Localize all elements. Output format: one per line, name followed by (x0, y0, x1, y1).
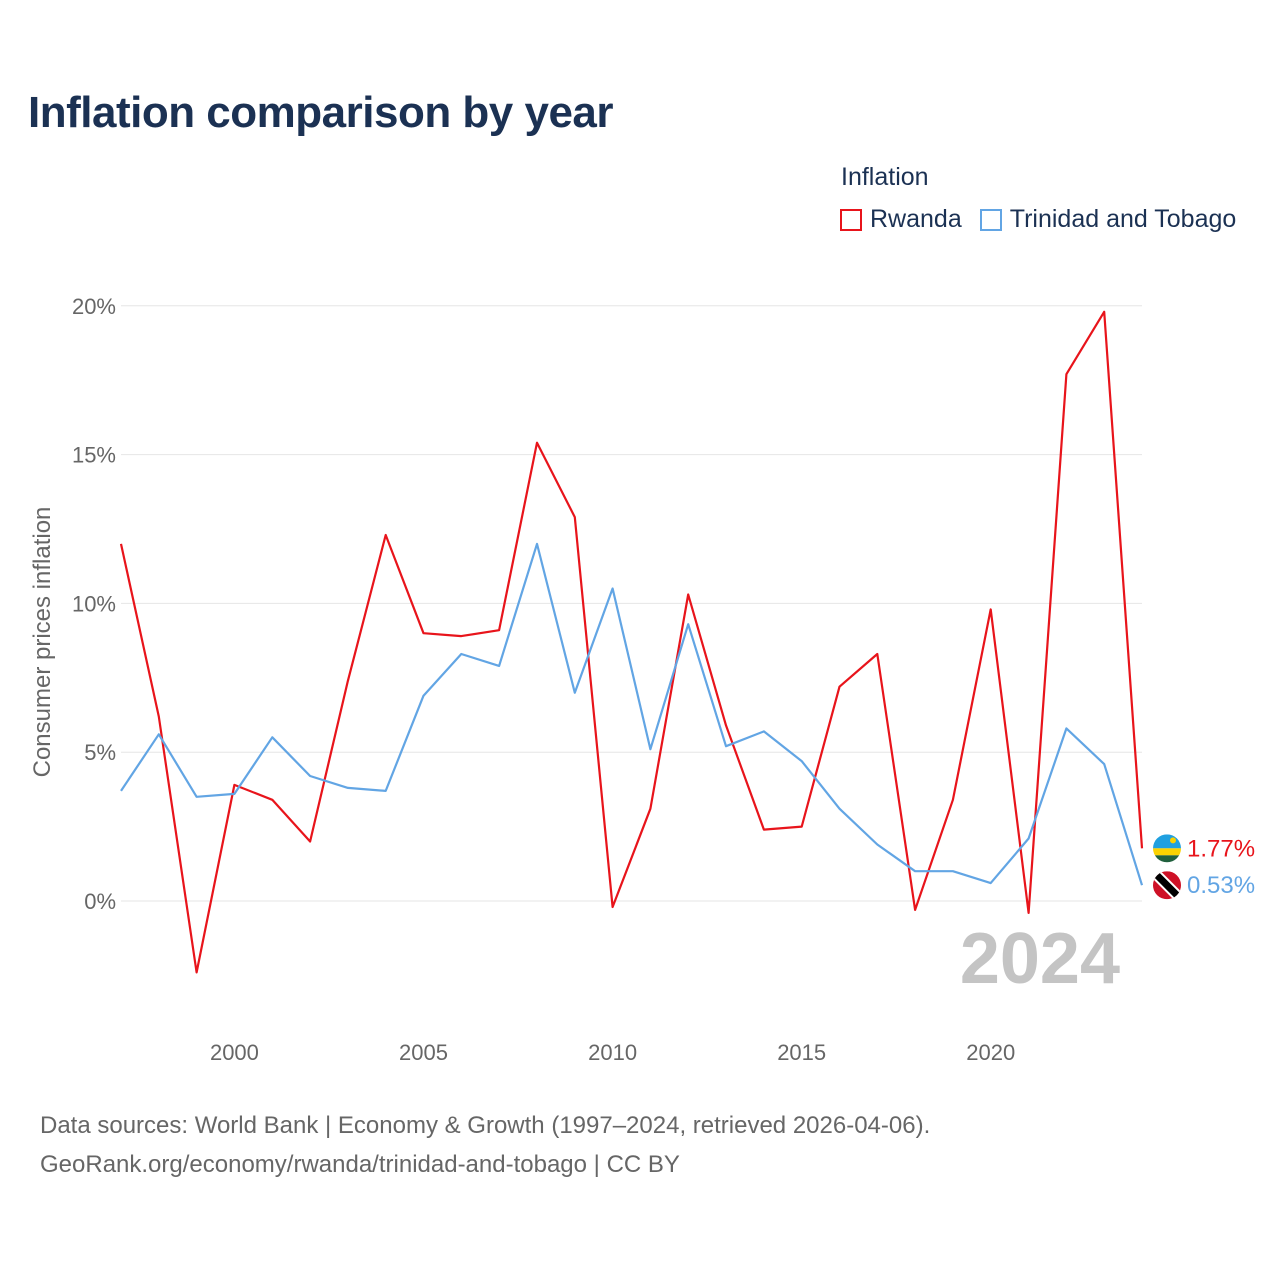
data-point-rwanda-2016 (836, 684, 842, 690)
data-point-trinidad-and-tobago-2020 (988, 880, 994, 886)
data-point-trinidad-and-tobago-2012 (685, 621, 691, 627)
data-point-trinidad-and-tobago-2024 (1139, 882, 1145, 888)
data-point-rwanda-2021 (1026, 910, 1032, 916)
tt-flag-body (1153, 871, 1181, 900)
data-point-rwanda-2007 (496, 627, 502, 633)
data-point-trinidad-and-tobago-2014 (761, 728, 767, 734)
data-point-trinidad-and-tobago-2008 (534, 541, 540, 547)
data-point-rwanda-2022 (1063, 371, 1069, 377)
data-point-rwanda-2005 (421, 630, 427, 636)
data-point-rwanda-2013 (723, 722, 729, 728)
rwanda-flag-blue (1153, 834, 1181, 849)
data-point-trinidad-and-tobago-2004 (383, 788, 389, 794)
data-point-trinidad-and-tobago-2023 (1101, 761, 1107, 767)
data-point-trinidad-and-tobago-1998 (156, 731, 162, 737)
data-point-trinidad-and-tobago-1999 (194, 794, 200, 800)
data-point-trinidad-and-tobago-2015 (799, 758, 805, 764)
data-point-rwanda-2009 (572, 514, 578, 520)
data-point-rwanda-2023 (1101, 309, 1107, 315)
legend-swatch-rwanda (840, 208, 862, 231)
series-line-rwanda (119, 310, 1144, 974)
data-point-rwanda-2018 (912, 907, 918, 913)
x-tick-label-2020: 2020 (966, 1040, 1015, 1065)
data-point-trinidad-and-tobago-2018 (912, 868, 918, 874)
legend-label-rwanda: Rwanda (870, 205, 962, 233)
data-point-trinidad-and-tobago-1997 (118, 788, 124, 794)
y-tick-label-10: 10% (72, 591, 116, 616)
end-value-label-rwanda: 1.77% (1187, 835, 1255, 862)
data-point-trinidad-and-tobago-2010 (610, 586, 616, 592)
trinidad-and-tobago-flag-icon (1153, 871, 1181, 900)
rwanda-flag-body (1153, 834, 1181, 863)
legend: Rwanda Trinidad and Tobago (840, 205, 1254, 234)
data-point-rwanda-2008 (534, 440, 540, 446)
data-point-trinidad-and-tobago-2017 (874, 841, 880, 847)
y-tick-label-15: 15% (72, 443, 116, 468)
rwanda-flag-icon (1153, 834, 1181, 863)
chart-title: Inflation comparison by year (28, 88, 614, 137)
data-point-trinidad-and-tobago-2001 (269, 734, 275, 740)
footer: Data sources: World Bank | Economy & Gro… (40, 1106, 930, 1184)
data-point-trinidad-and-tobago-2021 (1026, 836, 1032, 842)
y-axis-label: Consumer prices inflation (29, 507, 56, 778)
data-point-rwanda-2012 (685, 591, 691, 597)
x-tick-label-2010: 2010 (588, 1040, 637, 1065)
legend-item-rwanda[interactable]: Rwanda (840, 205, 962, 234)
data-point-trinidad-and-tobago-2022 (1063, 725, 1069, 731)
data-point-rwanda-2019 (950, 797, 956, 803)
y-tick-label-5: 5% (84, 740, 116, 765)
data-point-rwanda-2000 (231, 782, 237, 788)
series-line-trinidad-and-tobago (120, 542, 1144, 886)
year-watermark: 2024 (960, 919, 1120, 999)
legend-item-trinidad-and-tobago[interactable]: Trinidad and Tobago (979, 205, 1237, 234)
data-point-rwanda-2003 (345, 678, 351, 684)
data-point-trinidad-and-tobago-2019 (950, 868, 956, 874)
data-point-trinidad-and-tobago-2011 (647, 746, 653, 752)
y-tick-label-0: 0% (84, 889, 116, 914)
data-point-rwanda-2017 (874, 651, 880, 657)
legend-swatch-trinidad-and-tobago (979, 208, 1002, 231)
rwanda-flag-sun (1170, 837, 1176, 844)
data-point-rwanda-2015 (799, 824, 805, 830)
rwanda-flag-green (1153, 855, 1181, 863)
data-point-trinidad-and-tobago-2016 (836, 806, 842, 812)
data-point-rwanda-2024 (1139, 845, 1145, 851)
data-point-rwanda-2011 (647, 806, 653, 812)
data-point-rwanda-2004 (383, 532, 389, 538)
x-tick-label-2015: 2015 (777, 1040, 826, 1065)
x-tick-label-2000: 2000 (210, 1040, 259, 1065)
data-point-rwanda-1999 (194, 969, 200, 975)
y-tick-label-20: 20% (72, 294, 116, 319)
data-point-trinidad-and-tobago-2006 (458, 651, 464, 657)
data-point-rwanda-1998 (156, 713, 162, 719)
data-point-trinidad-and-tobago-2002 (307, 773, 313, 779)
data-point-rwanda-2014 (761, 827, 767, 833)
end-value-label-trinidad-and-tobago: 0.53% (1187, 872, 1255, 899)
data-point-rwanda-1997 (118, 541, 124, 547)
data-point-rwanda-2002 (307, 838, 313, 844)
rwanda-flag-yellow (1153, 848, 1181, 856)
legend-label-trinidad-and-tobago: Trinidad and Tobago (1009, 205, 1237, 233)
data-point-rwanda-2006 (458, 633, 464, 639)
footer-attribution[interactable]: GeoRank.org/economy/rwanda/trinidad-and-… (40, 1151, 680, 1178)
x-tick-label-2005: 2005 (399, 1040, 448, 1065)
data-point-rwanda-2020 (988, 606, 994, 612)
legend-title: Inflation (841, 163, 929, 191)
data-point-trinidad-and-tobago-2009 (572, 690, 578, 696)
data-point-trinidad-and-tobago-2005 (421, 693, 427, 699)
data-point-rwanda-2010 (610, 904, 616, 910)
data-point-trinidad-and-tobago-2007 (496, 663, 502, 669)
data-point-rwanda-2001 (269, 797, 275, 803)
data-point-trinidad-and-tobago-2003 (345, 785, 351, 791)
footer-sources: Data sources: World Bank | Economy & Gro… (40, 1112, 931, 1139)
data-point-trinidad-and-tobago-2013 (723, 743, 729, 749)
data-point-trinidad-and-tobago-2000 (231, 791, 237, 797)
